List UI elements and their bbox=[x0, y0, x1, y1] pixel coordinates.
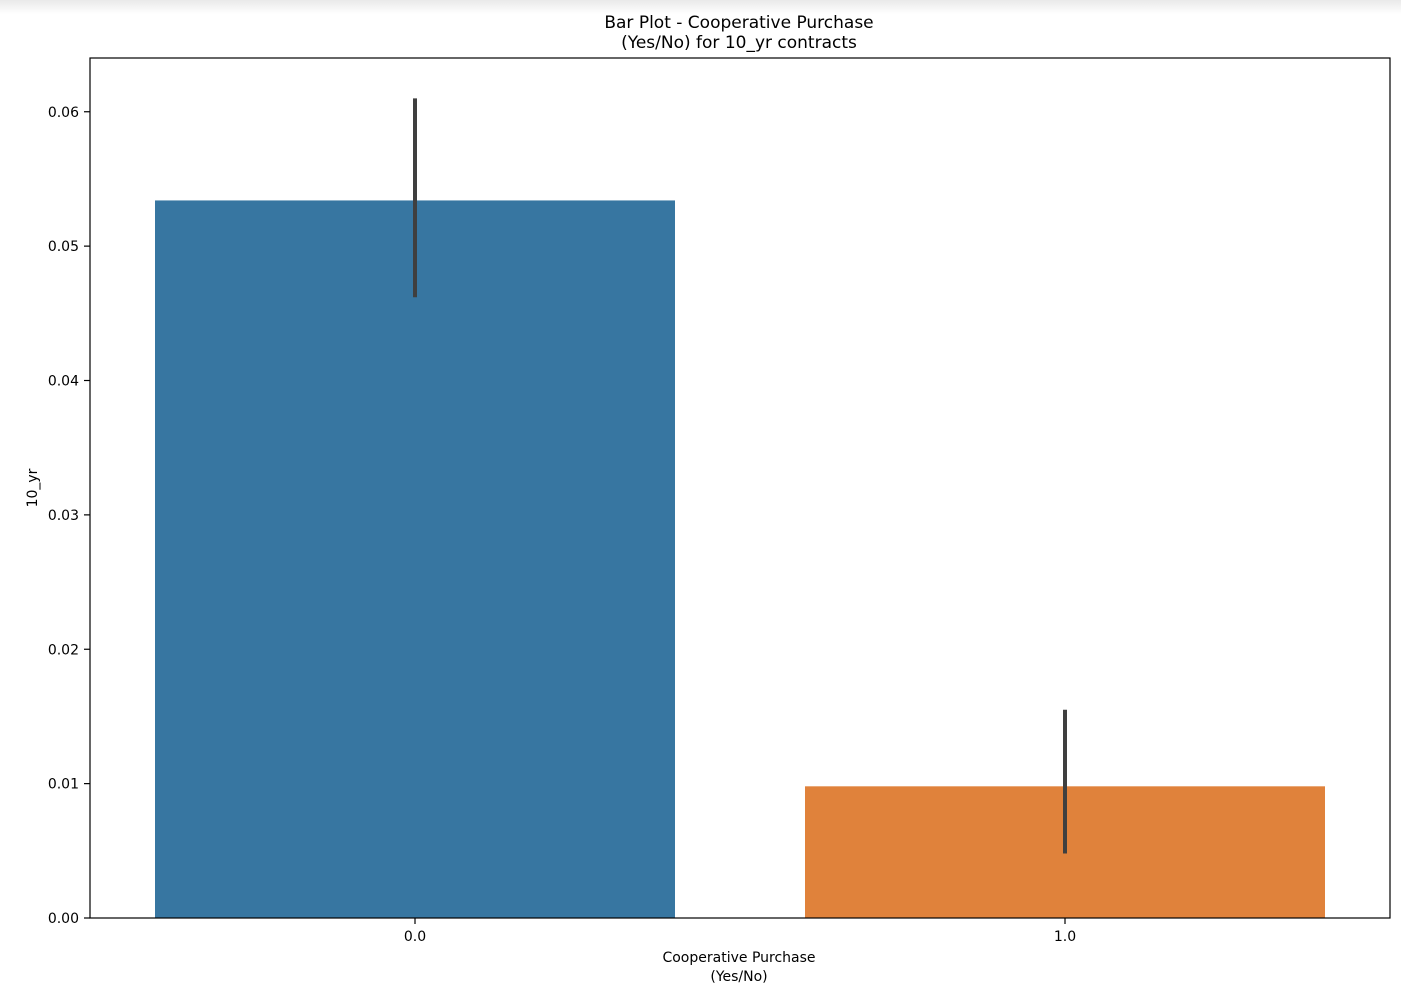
y-tick-label: 0.05 bbox=[48, 239, 79, 255]
y-tick-label: 0.03 bbox=[48, 508, 79, 524]
y-tick-label: 0.02 bbox=[48, 642, 79, 658]
x-axis-label: Cooperative Purchase (Yes/No) bbox=[662, 950, 815, 985]
chart-title: Bar Plot - Cooperative Purchase (Yes/No) … bbox=[604, 13, 873, 53]
chart-title-text-line-1: Bar Plot - Cooperative Purchase bbox=[604, 13, 873, 33]
plot-frame bbox=[89, 57, 1391, 919]
x-axis-label-text-line-2: (Yes/No) bbox=[710, 969, 767, 985]
bars-group bbox=[155, 200, 1325, 918]
x-tick-label: 1.0 bbox=[1054, 929, 1076, 945]
x-axis-label-text: Cooperative Purchase (Yes/No) bbox=[662, 950, 815, 985]
x-tick-label: 0.0 bbox=[404, 929, 426, 945]
x-axis-label-text-line-1: Cooperative Purchase bbox=[662, 950, 815, 966]
chart-title-text: Bar Plot - Cooperative Purchase (Yes/No) … bbox=[604, 13, 873, 53]
y-tick-label: 0.01 bbox=[48, 777, 79, 793]
y-tick-label: 0.00 bbox=[48, 911, 79, 927]
chart-title-text-line-2: (Yes/No) for 10_yr contracts bbox=[621, 33, 857, 53]
y-axis: 0.00 0.01 0.02 0.03 0.04 0.05 0.06 bbox=[48, 105, 90, 927]
y-tick-label: 0.06 bbox=[48, 105, 79, 121]
y-axis-label-text: 10_yr bbox=[25, 468, 41, 507]
y-tick-label: 0.04 bbox=[48, 374, 79, 390]
y-axis-label: 10_yr bbox=[25, 468, 41, 507]
bar-0.0 bbox=[155, 200, 675, 918]
x-axis: 0.0 1.0 bbox=[404, 918, 1076, 945]
error-bars-group bbox=[413, 98, 1067, 854]
window-top-shadow bbox=[0, 0, 1401, 14]
